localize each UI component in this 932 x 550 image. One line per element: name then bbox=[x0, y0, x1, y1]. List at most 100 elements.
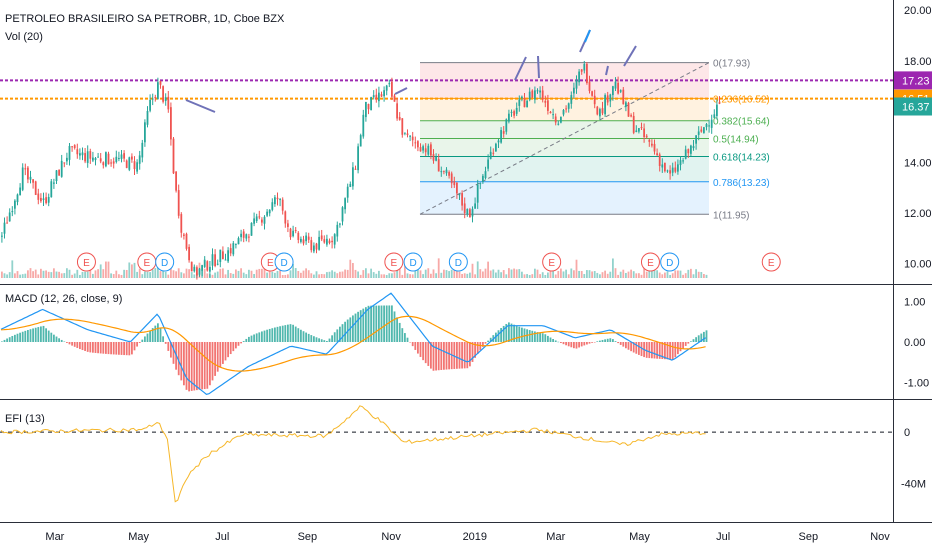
macd-histogram-bar bbox=[580, 342, 583, 347]
volume-bar bbox=[544, 274, 547, 278]
volume-bar bbox=[99, 264, 102, 278]
volume-bar bbox=[68, 269, 71, 278]
candle-body bbox=[378, 92, 380, 102]
candle-body bbox=[339, 223, 341, 225]
macd-histogram-bar bbox=[287, 324, 289, 342]
macd-histogram-bar bbox=[536, 332, 539, 342]
volume-bar bbox=[216, 271, 219, 278]
macd-histogram-bar bbox=[674, 342, 677, 358]
volume-bar bbox=[458, 271, 461, 278]
macd-histogram-bar bbox=[141, 339, 144, 342]
candle-body bbox=[154, 97, 157, 99]
volume-bar bbox=[661, 274, 664, 278]
candle-body bbox=[19, 187, 21, 196]
macd-histogram-bar bbox=[16, 333, 19, 342]
macd-histogram-bar bbox=[258, 332, 261, 342]
macd-histogram-bar bbox=[635, 342, 638, 354]
symbol-legend: PETROLEO BRASILEIRO SA PETROBR, 1D, Cboe… bbox=[5, 13, 285, 25]
candle-body bbox=[146, 110, 149, 125]
macd-histogram-bar bbox=[336, 329, 339, 342]
candle-body bbox=[170, 107, 172, 140]
volume-bar bbox=[1, 271, 3, 278]
candle-body bbox=[461, 193, 463, 206]
macd-tick-label: 1.00 bbox=[904, 296, 925, 308]
volume-bar bbox=[6, 274, 8, 278]
macd-histogram-bar bbox=[440, 342, 443, 370]
volume-bar bbox=[73, 273, 76, 278]
candle-body bbox=[175, 171, 177, 191]
macd-histogram-bar bbox=[692, 339, 695, 342]
macd-histogram-bar bbox=[167, 342, 170, 351]
candle-body bbox=[700, 129, 703, 132]
candle-body bbox=[245, 234, 248, 239]
macd-histogram-bar bbox=[562, 342, 565, 345]
volume-bar bbox=[287, 274, 289, 278]
macd-histogram-bar bbox=[29, 329, 32, 342]
macd-histogram-bar bbox=[219, 342, 222, 368]
candle-body bbox=[495, 143, 497, 152]
candle-body bbox=[66, 157, 68, 162]
macd-histogram-bar bbox=[521, 327, 523, 342]
candle-body bbox=[190, 261, 193, 272]
candle-body bbox=[149, 99, 151, 111]
volume-bar bbox=[372, 272, 375, 278]
volume-bar bbox=[435, 273, 437, 278]
candle-body bbox=[375, 94, 378, 100]
macd-histogram-bar bbox=[40, 326, 42, 342]
macd-histogram-bar bbox=[466, 342, 469, 369]
macd-histogram-bar bbox=[92, 342, 94, 353]
volume-bar bbox=[253, 274, 255, 278]
volume-bar bbox=[370, 268, 372, 278]
candle-body bbox=[76, 149, 79, 155]
macd-histogram-bar bbox=[372, 305, 375, 342]
volume-bar bbox=[63, 273, 66, 278]
candle-body bbox=[380, 94, 383, 97]
macd-histogram-bar bbox=[302, 331, 305, 342]
volume-bar bbox=[11, 260, 14, 278]
price-tick-label: 10.00 bbox=[904, 259, 932, 271]
volume-bar bbox=[687, 269, 690, 278]
macd-histogram-bar bbox=[583, 342, 586, 346]
candle-body bbox=[6, 222, 8, 224]
macd-histogram-bar bbox=[502, 325, 505, 342]
candle-body bbox=[42, 198, 45, 200]
candle-body bbox=[320, 235, 323, 240]
candle-body bbox=[206, 261, 209, 271]
macd-histogram-bar bbox=[458, 342, 461, 369]
volume-bar bbox=[586, 270, 588, 278]
macd-histogram-bar bbox=[398, 322, 401, 342]
volume-bar bbox=[115, 270, 118, 278]
candle-body bbox=[198, 268, 201, 275]
volume-bar bbox=[573, 270, 575, 278]
macd-histogram-bar bbox=[266, 329, 268, 342]
volume-bar bbox=[105, 261, 107, 278]
macd-histogram-bar bbox=[209, 342, 211, 386]
macd-histogram-bar bbox=[131, 342, 133, 355]
volume-bar bbox=[632, 271, 635, 278]
efi-legend: EFI (13) bbox=[5, 413, 45, 425]
candle-body bbox=[63, 162, 66, 164]
candle-body bbox=[591, 91, 593, 96]
volume-bar bbox=[443, 269, 445, 278]
volume-bar bbox=[703, 274, 705, 278]
candle-body bbox=[432, 154, 435, 161]
volume-bar bbox=[552, 268, 554, 278]
macd-histogram-bar bbox=[471, 342, 474, 362]
volume-bar bbox=[692, 274, 695, 278]
volume-bar bbox=[305, 268, 307, 278]
volume-bar bbox=[396, 264, 398, 278]
volume-bar bbox=[669, 274, 671, 278]
macd-histogram-bar bbox=[435, 342, 437, 371]
macd-histogram-bar bbox=[419, 342, 422, 357]
macd-histogram-bar bbox=[263, 330, 266, 342]
macd-histogram-bar bbox=[276, 326, 279, 342]
candle-body bbox=[224, 259, 227, 261]
volume-bar bbox=[630, 269, 632, 278]
candle-body bbox=[630, 115, 632, 117]
volume-bar bbox=[677, 270, 679, 278]
volume-bar bbox=[497, 269, 500, 278]
macd-histogram-bar bbox=[279, 326, 281, 342]
candle-body bbox=[162, 86, 164, 102]
macd-histogram-bar bbox=[99, 342, 102, 354]
